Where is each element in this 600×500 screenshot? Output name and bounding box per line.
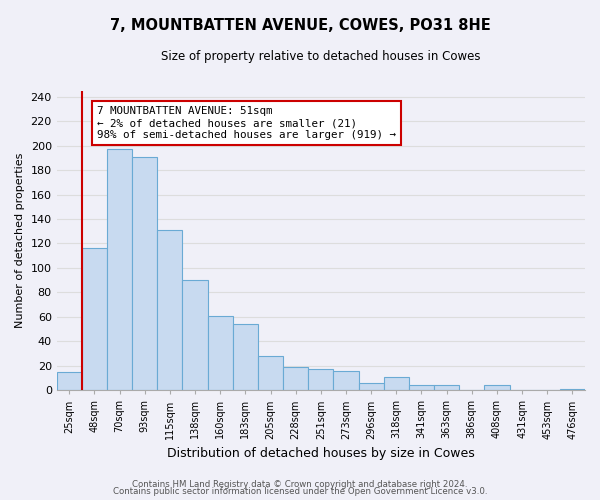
Bar: [82, 248, 107, 390]
Bar: [384, 377, 409, 390]
Bar: [283, 367, 308, 390]
Y-axis label: Number of detached properties: Number of detached properties: [15, 152, 25, 328]
Text: 7, MOUNTBATTEN AVENUE, COWES, PO31 8HE: 7, MOUNTBATTEN AVENUE, COWES, PO31 8HE: [110, 18, 490, 32]
Bar: [560, 389, 585, 390]
Text: Contains public sector information licensed under the Open Government Licence v3: Contains public sector information licen…: [113, 487, 487, 496]
Text: 7 MOUNTBATTEN AVENUE: 51sqm
← 2% of detached houses are smaller (21)
98% of semi: 7 MOUNTBATTEN AVENUE: 51sqm ← 2% of deta…: [97, 106, 396, 140]
Bar: [409, 386, 434, 390]
Bar: [56, 372, 82, 390]
Text: Contains HM Land Registry data © Crown copyright and database right 2024.: Contains HM Land Registry data © Crown c…: [132, 480, 468, 489]
Bar: [208, 316, 233, 390]
Bar: [334, 370, 359, 390]
Bar: [157, 230, 182, 390]
Bar: [434, 386, 459, 390]
Bar: [233, 324, 258, 390]
Bar: [359, 383, 384, 390]
Bar: [258, 356, 283, 390]
Bar: [182, 280, 208, 390]
X-axis label: Distribution of detached houses by size in Cowes: Distribution of detached houses by size …: [167, 447, 475, 460]
Bar: [308, 370, 334, 390]
Bar: [132, 156, 157, 390]
Title: Size of property relative to detached houses in Cowes: Size of property relative to detached ho…: [161, 50, 481, 63]
Bar: [484, 386, 509, 390]
Bar: [107, 150, 132, 390]
